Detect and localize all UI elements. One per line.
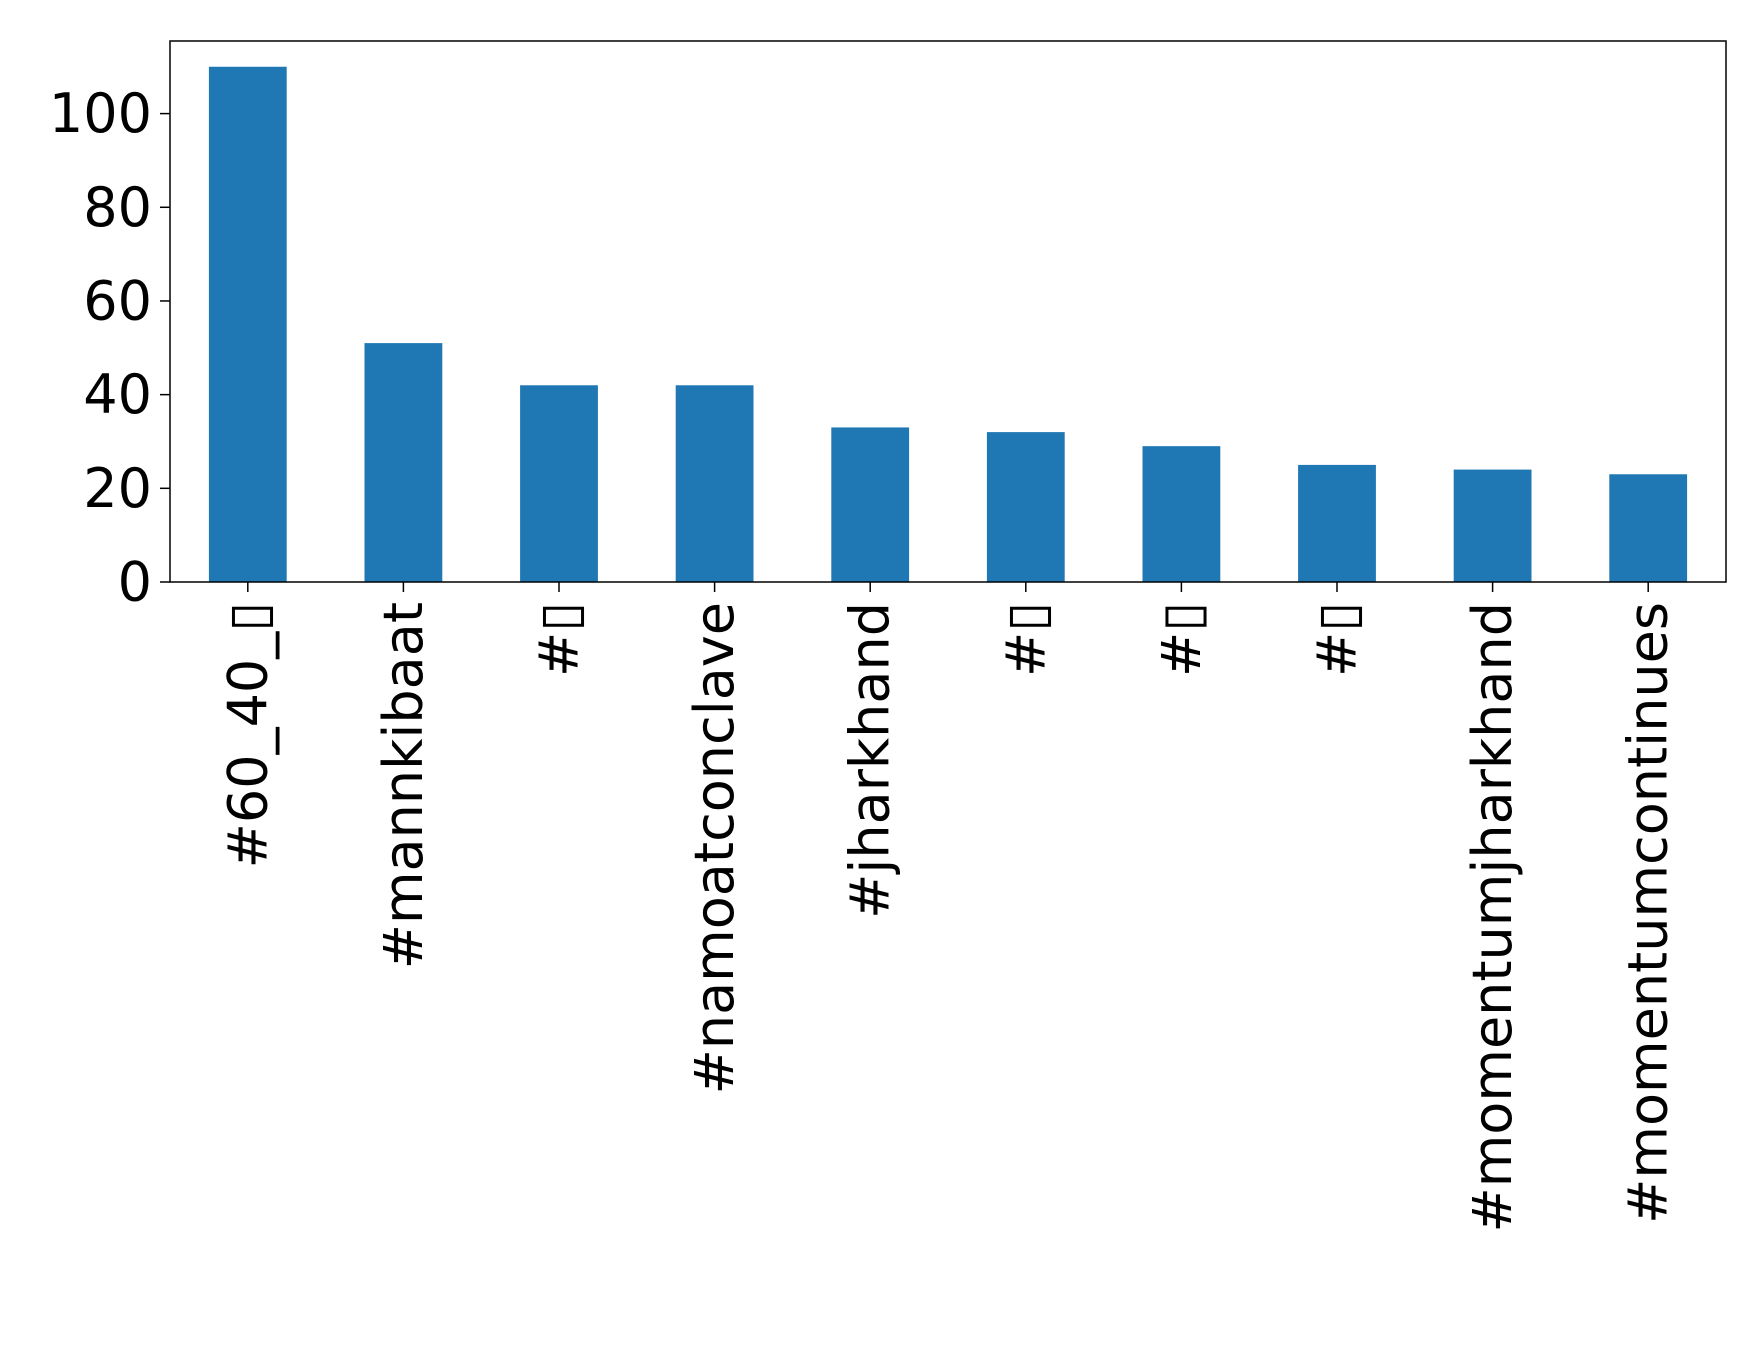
bar <box>208 66 287 582</box>
bar <box>1609 474 1688 582</box>
x-tick-label: #momentumcontinues <box>1617 602 1680 1224</box>
x-axis: #60_40_▯ #mannkibaat #▯ #namoatconclave #jha… <box>216 582 1680 1233</box>
bar <box>1453 469 1532 582</box>
x-tick-label: #jharkhand <box>839 602 902 919</box>
x-tick-label: #▯ <box>994 602 1057 677</box>
x-tick-label: #▯ <box>1150 602 1213 677</box>
y-tick-label: 80 <box>83 176 152 239</box>
bars <box>208 66 1688 582</box>
bar <box>831 427 910 582</box>
y-tick-label: 20 <box>83 457 152 520</box>
y-tick-label: 0 <box>118 551 152 614</box>
y-tick-label: 60 <box>83 269 152 332</box>
x-tick-label: #namoatconclave <box>683 602 746 1094</box>
bar <box>675 385 754 582</box>
bar <box>364 343 443 582</box>
bar <box>1142 446 1221 582</box>
bar <box>986 432 1065 582</box>
x-tick-label: #momentumjharkhand <box>1461 602 1524 1233</box>
x-tick-label: #60_40_▯ <box>216 602 279 868</box>
y-tick-label: 40 <box>83 363 152 426</box>
x-tick-label: #mannkibaat <box>372 602 435 969</box>
bar <box>520 385 598 582</box>
y-axis: 0 20 40 60 80 100 <box>49 82 170 614</box>
x-tick-label: #▯ <box>1306 602 1369 677</box>
y-tick-label: 100 <box>49 82 152 145</box>
x-tick-label: #▯ <box>528 602 591 677</box>
bar <box>1298 464 1376 582</box>
plot-frame <box>169 40 1727 583</box>
